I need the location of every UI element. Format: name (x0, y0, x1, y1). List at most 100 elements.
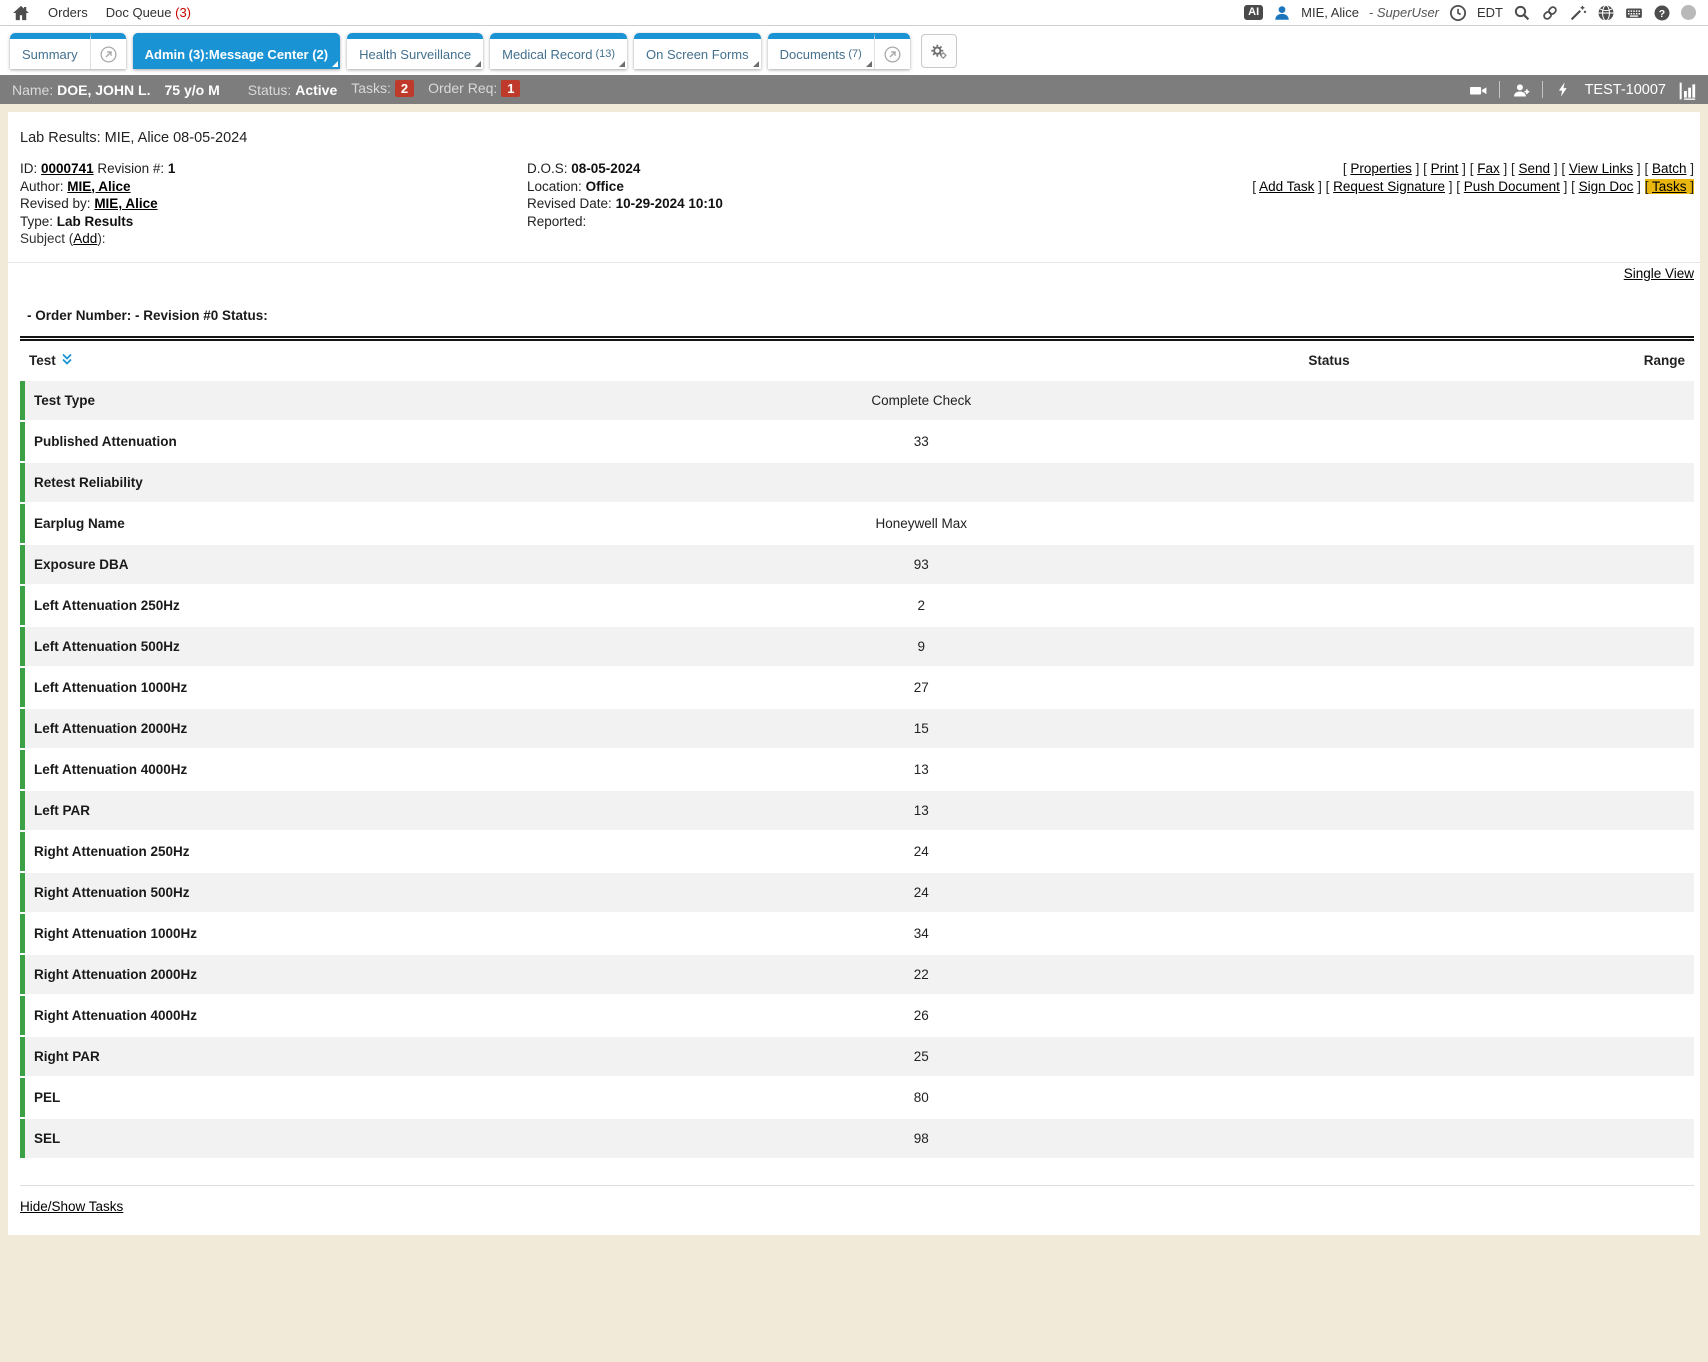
admin-tab-group: Admin (3):Message Center (2) (132, 33, 341, 69)
document-type: Lab Results (56, 213, 134, 229)
table-row: Left Attenuation 1000Hz 27 (20, 667, 1694, 707)
table-row: Right Attenuation 4000Hz 26 (20, 995, 1694, 1035)
results-table: Test Status Range Test Type Complete Che… (20, 335, 1694, 1158)
action-link-push-document[interactable]: Push Document (1463, 178, 1560, 194)
nav-orders[interactable]: Orders (48, 5, 88, 20)
action-link-sign-doc[interactable]: Sign Doc (1578, 178, 1634, 194)
keyboard-icon[interactable] (1625, 4, 1643, 22)
test-name: Right PAR (34, 1048, 100, 1064)
test-name: PEL (34, 1089, 61, 1105)
tab-corner-notch (752, 61, 759, 67)
single-view-link[interactable]: Single View (1623, 265, 1694, 281)
action-link-batch[interactable]: Batch (1651, 161, 1687, 176)
revised-by-link[interactable]: MIE, Alice (94, 196, 158, 211)
tab-documents[interactable]: Documents (7) (767, 33, 874, 69)
health-surveillance-tab-group: Health Surveillance (347, 33, 484, 69)
reported-label: Reported: (527, 213, 587, 229)
table-row: Left Attenuation 250Hz 2 (20, 585, 1694, 625)
user-name[interactable]: MIE, Alice (1301, 5, 1359, 20)
action-link-fax[interactable]: Fax (1477, 161, 1500, 176)
summary-tab-group: Summary (10, 33, 126, 69)
help-icon[interactable]: ? (1653, 4, 1671, 22)
tab-summary[interactable]: Summary (10, 33, 90, 69)
action-link-properties[interactable]: Properties (1350, 161, 1412, 176)
action-link-print[interactable]: Print (1430, 161, 1459, 176)
document-actions-row2: [ Add Task ] [ Request Signature ] [ Pus… (1252, 178, 1694, 196)
document-title: Lab Results: MIE, Alice 08-05-2024 (20, 130, 248, 146)
video-call-icon[interactable] (1469, 81, 1487, 99)
tab-health-surveillance[interactable]: Health Surveillance (347, 33, 484, 69)
nav-doc-queue[interactable]: Doc Queue (3) (105, 5, 192, 20)
test-name: Right Attenuation 250Hz (34, 843, 190, 859)
test-name: Earplug Name (34, 515, 125, 531)
table-row: Exposure DBA 93 (20, 544, 1694, 584)
table-row: Left Attenuation 500Hz 9 (20, 626, 1694, 666)
doc-queue-count: (3) (175, 5, 192, 20)
test-name: Exposure DBA (34, 556, 129, 572)
flowsheet-chart-icon[interactable] (1678, 81, 1696, 100)
hide-show-tasks-link[interactable]: Hide/Show Tasks (20, 1198, 124, 1214)
tab-corner-notch (865, 61, 872, 67)
document-meta-left: ID: 0000741 Revision #: 1 Author: MIE, A… (20, 161, 176, 246)
document-id-link[interactable]: 0000741 (41, 161, 94, 176)
tab-corner-notch (332, 61, 339, 67)
action-link-view-links[interactable]: View Links (1568, 161, 1634, 176)
test-name: Retest Reliability (34, 474, 143, 490)
action-fax: [ Fax ] (1469, 161, 1508, 176)
test-name: Right Attenuation 1000Hz (34, 925, 198, 941)
svg-text:?: ? (1659, 7, 1665, 19)
tasks-count-badge[interactable]: 2 (394, 80, 415, 98)
test-value: 13 (913, 761, 929, 777)
test-value: Honeywell Max (875, 515, 968, 531)
tab-on-screen-forms[interactable]: On Screen Forms (634, 33, 761, 69)
on-screen-forms-tab-group: On Screen Forms (634, 33, 761, 69)
action-send: [ Send ] (1511, 161, 1558, 176)
table-row: Published Attenuation 33 (20, 421, 1694, 461)
add-person-icon[interactable] (1512, 81, 1530, 99)
test-name: Right Attenuation 2000Hz (34, 966, 198, 982)
action-link-send[interactable]: Send (1518, 161, 1551, 176)
summary-popout-icon[interactable] (89, 33, 126, 69)
action-link-request-signature[interactable]: Request Signature (1333, 178, 1445, 194)
table-row: Right PAR 25 (20, 1036, 1694, 1076)
status-dot-icon (1681, 5, 1696, 20)
column-test[interactable]: Test (29, 353, 56, 368)
document-actions-row1: [ Properties ] [ Print ] [ Fax ] [ Send … (1252, 160, 1694, 178)
home-icon[interactable] (12, 4, 30, 22)
table-row: Left Attenuation 4000Hz 13 (20, 749, 1694, 789)
test-value: 25 (913, 1048, 929, 1064)
tab-settings-gear-icon[interactable] (920, 34, 957, 68)
divider (1498, 81, 1500, 98)
link-icon[interactable] (1541, 4, 1559, 22)
action-link-add-task[interactable]: Add Task (1259, 178, 1315, 194)
action-batch: [ Batch ] (1644, 161, 1694, 176)
table-row: Test Type Complete Check (20, 380, 1694, 420)
test-name: Left PAR (34, 802, 90, 818)
revised-date: 10-29-2024 10:10 (615, 196, 723, 211)
documents-popout-icon[interactable] (873, 33, 910, 69)
subject-add-link[interactable]: Add (73, 231, 98, 246)
clock-icon[interactable] (1449, 4, 1467, 22)
globe-icon[interactable] (1597, 4, 1615, 22)
ai-badge[interactable]: AI (1244, 5, 1264, 20)
order-req-count-badge[interactable]: 1 (501, 80, 521, 98)
patient-header-bar: Name: DOE, JOHN L. 75 y/o M Status: Acti… (0, 75, 1708, 104)
action-print: [ Print ] (1423, 161, 1466, 176)
lightning-icon[interactable] (1555, 81, 1573, 99)
tasks-label: Tasks: (351, 80, 391, 97)
tab-medical-record[interactable]: Medical Record (13) (490, 33, 628, 69)
test-name: Test Type (34, 392, 96, 408)
action-link-tasks[interactable]: Tasks (1651, 178, 1687, 194)
test-value: 9 (917, 638, 925, 654)
timezone-label: EDT (1477, 5, 1503, 20)
test-name: Left Attenuation 250Hz (34, 597, 180, 613)
wand-icon[interactable] (1569, 4, 1587, 22)
divider (8, 261, 1700, 263)
document-panel: Lab Results: MIE, Alice 08-05-2024 ID: 0… (8, 112, 1700, 1235)
table-row: Left PAR 13 (20, 790, 1694, 830)
tab-admin-message-center[interactable]: Admin (3):Message Center (2) (132, 33, 341, 69)
table-row: SEL 98 (20, 1118, 1694, 1158)
search-icon[interactable] (1513, 4, 1531, 22)
author-link[interactable]: MIE, Alice (67, 178, 131, 194)
sort-chevrons-icon[interactable] (61, 353, 73, 369)
